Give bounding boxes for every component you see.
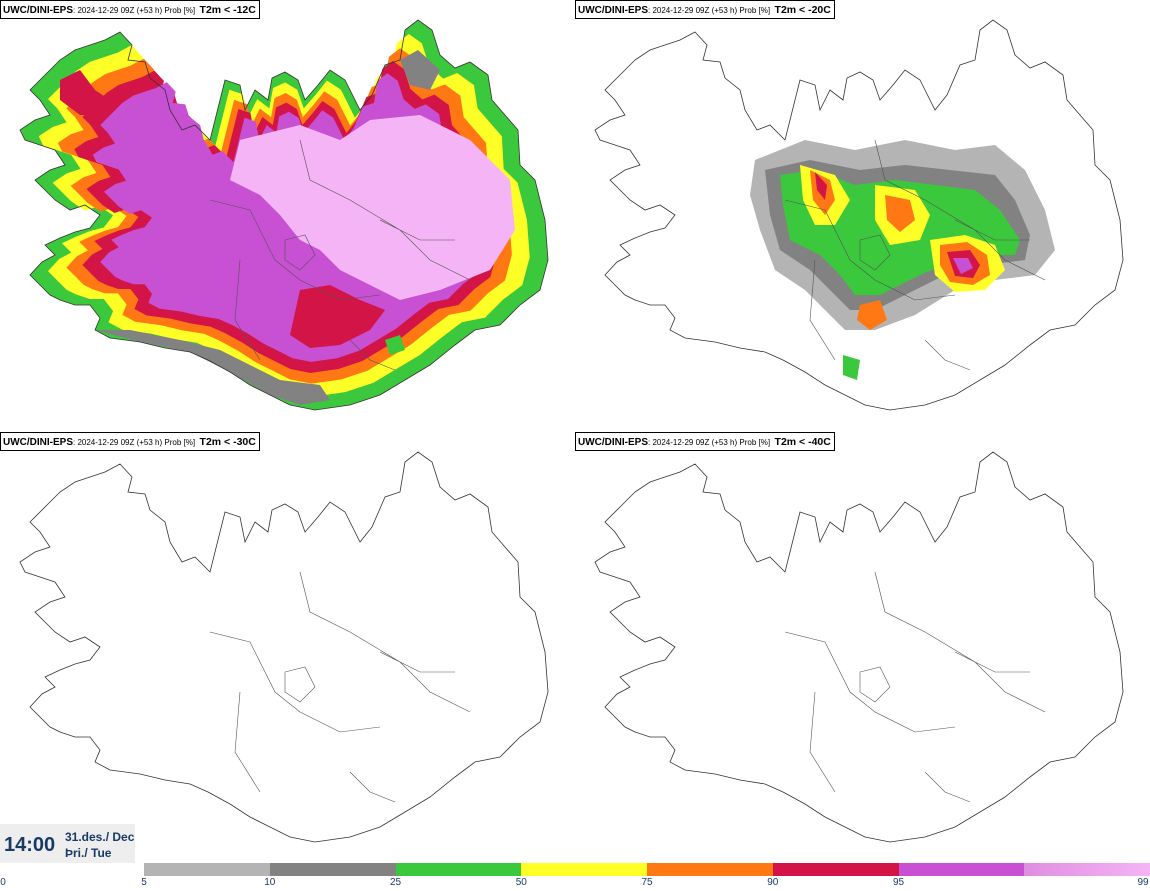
model-name: UWC/DINI-EPS	[578, 437, 648, 448]
valid-date: 31.des./ Dec	[65, 830, 135, 844]
colorbar-segment	[144, 863, 270, 876]
colorbar-tick-label: 50	[515, 877, 527, 888]
valid-time-box: 14:00 31.des./ Dec Þri./ Tue	[0, 824, 135, 863]
colorbar-segment	[521, 863, 647, 876]
map-panel-t2m-20: UWC/DINI-EPS: 2024-12-29 09Z (+53 h) Pro…	[575, 0, 1150, 432]
panel-title: UWC/DINI-EPS: 2024-12-29 09Z (+53 h) Pro…	[0, 432, 260, 451]
colorbar-tick-label: 90	[767, 877, 779, 888]
threshold-label: T2m < -30C	[199, 436, 256, 448]
model-name: UWC/DINI-EPS	[3, 5, 73, 16]
iceland-probability-map	[594, 451, 1124, 843]
map-panel-t2m-12: UWC/DINI-EPS: 2024-12-29 09Z (+53 h) Pro…	[0, 0, 575, 432]
model-name: UWC/DINI-EPS	[578, 5, 648, 16]
colorbar-segment	[395, 863, 522, 876]
iceland-probability-map	[19, 451, 549, 843]
panel-title: UWC/DINI-EPS: 2024-12-29 09Z (+53 h) Pro…	[0, 0, 260, 19]
colorbar-tick-label: 99	[1137, 877, 1149, 888]
threshold-label: T2m < -12C	[199, 4, 256, 16]
run-info: : 2024-12-29 09Z (+53 h) Prob [%]	[73, 438, 196, 447]
colorbar-tick-label: 95	[892, 877, 905, 888]
panel-title: UWC/DINI-EPS: 2024-12-29 09Z (+53 h) Pro…	[575, 432, 835, 451]
colorbar-segment	[1024, 863, 1150, 876]
run-info: : 2024-12-29 09Z (+53 h) Prob [%]	[648, 6, 771, 15]
colorbar-tick-label: 75	[641, 877, 653, 888]
threshold-label: T2m < -40C	[774, 436, 831, 448]
probability-colorbar	[144, 863, 1150, 876]
threshold-label: T2m < -20C	[774, 4, 831, 16]
run-info: : 2024-12-29 09Z (+53 h) Prob [%]	[648, 438, 771, 447]
iceland-probability-map	[594, 19, 1124, 411]
colorbar-tick-label: 5	[141, 877, 147, 888]
colorbar-segment	[269, 863, 396, 876]
map-panel-t2m-30: UWC/DINI-EPS: 2024-12-29 09Z (+53 h) Pro…	[0, 432, 575, 864]
panel-title: UWC/DINI-EPS: 2024-12-29 09Z (+53 h) Pro…	[575, 0, 835, 19]
model-name: UWC/DINI-EPS	[3, 437, 73, 448]
colorbar-segment	[772, 863, 899, 876]
colorbar-tick-label: 25	[389, 877, 402, 888]
colorbar-segment	[647, 863, 773, 876]
run-info: : 2024-12-29 09Z (+53 h) Prob [%]	[73, 6, 196, 15]
map-panel-t2m-40: UWC/DINI-EPS: 2024-12-29 09Z (+53 h) Pro…	[575, 432, 1150, 864]
iceland-probability-map	[19, 19, 549, 411]
colorbar-tick-label: 10	[264, 877, 276, 888]
valid-weekday: Þri./ Tue	[65, 846, 112, 860]
colorbar-segment	[898, 863, 1025, 876]
colorbar-tick-label: 0	[0, 877, 6, 888]
valid-time: 14:00	[4, 834, 56, 856]
